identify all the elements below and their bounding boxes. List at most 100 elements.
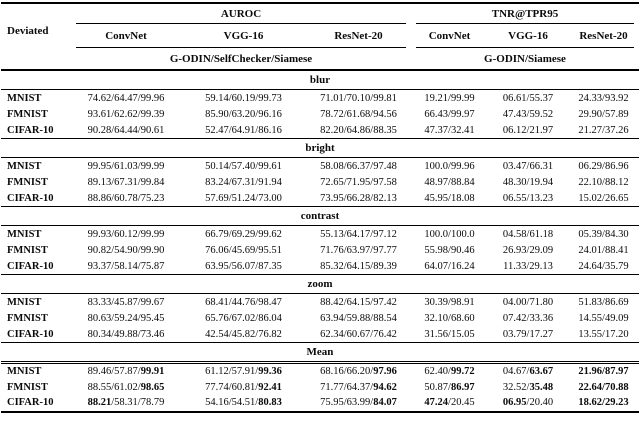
value-cell: 71.76/63.97/97.77 bbox=[306, 245, 411, 256]
value-cell: 65.76/67.02/86.04 bbox=[181, 313, 306, 324]
group-rule-row bbox=[1, 47, 639, 48]
value-cell: 32.10/68.60 bbox=[411, 313, 488, 324]
best-value: 86.97 bbox=[450, 381, 475, 393]
value-cell: 63.95/56.07/87.35 bbox=[181, 261, 306, 272]
best-value: 80.83 bbox=[258, 397, 282, 409]
value-segment: 83.24/67.31/91.94 bbox=[205, 176, 282, 188]
value-cell: 06.61/55.37 bbox=[488, 93, 568, 104]
value-cell: 55.13/64.17/97.12 bbox=[306, 229, 411, 240]
value-cell: 89.46/57.87/99.91 bbox=[71, 366, 181, 377]
value-segment: 72.65/71.95/97.58 bbox=[320, 176, 397, 188]
section-mean: Mean MNIST 89.46/57.87/99.91 61.12/57.91/99… bbox=[1, 342, 639, 411]
dataset-label: FMNIST bbox=[7, 108, 48, 120]
value-cell: 75.95/63.99/84.07 bbox=[306, 397, 411, 408]
value-segment: 63.94/59.88/88.54 bbox=[320, 312, 397, 324]
value-segment: 66.79/69.29/99.62 bbox=[205, 228, 282, 240]
model-header-row: ConvNet VGG-16 ResNet-20 ConvNet VGG-16 … bbox=[1, 24, 639, 47]
table-row: MNIST 74.62/64.47/99.96 59.14/60.19/99.73 7… bbox=[1, 90, 639, 106]
value-cell: 21.96/87.97 bbox=[568, 366, 639, 377]
best-value: 22.64/70.88 bbox=[578, 381, 629, 393]
dataset-label: MNIST bbox=[7, 366, 42, 378]
value-cell: 78.72/61.68/94.56 bbox=[306, 109, 411, 120]
value-segment: 03.47/66.31 bbox=[502, 160, 554, 172]
value-cell: 68.16/66.20/97.96 bbox=[306, 366, 411, 377]
value-cell: 04.58/61.18 bbox=[488, 229, 568, 240]
value-segment: 89.46/57.87/ bbox=[87, 366, 141, 378]
value-segment: 71.77/64.37/ bbox=[320, 381, 374, 393]
value-cell: 68.41/44.76/98.47 bbox=[181, 297, 306, 308]
value-cell: 48.97/88.84 bbox=[411, 177, 488, 188]
dataset-label: CIFAR-10 bbox=[7, 260, 54, 272]
table-row: FMNIST 80.63/59.24/95.45 65.76/67.02/86.04… bbox=[1, 310, 639, 326]
value-cell: 89.13/67.31/99.84 bbox=[71, 177, 181, 188]
value-segment: 80.63/59.24/95.45 bbox=[87, 312, 165, 324]
section-header: blur bbox=[1, 71, 639, 90]
best-value: 94.62 bbox=[373, 381, 397, 393]
dataset-label: MNIST bbox=[7, 160, 42, 172]
value-cell: 22.10/88.12 bbox=[568, 177, 639, 188]
value-segment: 06.12/21.97 bbox=[502, 124, 554, 136]
value-cell: 77.74/60.81/92.41 bbox=[181, 382, 306, 393]
value-cell: 47.43/59.52 bbox=[488, 109, 568, 120]
value-segment: 06.29/86.96 bbox=[578, 160, 629, 172]
value-cell: 24.64/35.79 bbox=[568, 261, 639, 272]
value-cell: 06.12/21.97 bbox=[488, 125, 568, 136]
value-cell: 99.93/60.12/99.99 bbox=[71, 229, 181, 240]
value-segment: 55.98/90.46 bbox=[424, 244, 475, 256]
value-segment: 45.95/18.08 bbox=[424, 192, 475, 204]
best-value: 35.48 bbox=[529, 381, 554, 393]
value-segment: 75.95/63.99/ bbox=[320, 397, 374, 409]
methods-header-auroc: G-ODIN/SelfChecker/Siamese bbox=[169, 52, 313, 65]
value-cell: 47.37/32.41 bbox=[411, 125, 488, 136]
divider bbox=[416, 23, 634, 24]
value-cell: 100.0/99.96 bbox=[411, 161, 488, 172]
value-cell: 85.90/63.20/96.16 bbox=[181, 109, 306, 120]
value-cell: 18.62/29.23 bbox=[568, 397, 639, 408]
value-segment: 07.42/33.36 bbox=[502, 312, 554, 324]
value-segment: 63.95/56.07/87.35 bbox=[205, 260, 282, 272]
best-value: 18.62/29.23 bbox=[578, 397, 629, 409]
value-cell: 71.01/70.10/99.81 bbox=[306, 93, 411, 104]
value-segment: 47.43/59.52 bbox=[502, 108, 554, 120]
metric-header-row: AUROC TNR@TPR95 bbox=[1, 4, 639, 23]
value-cell: 11.33/29.13 bbox=[488, 261, 568, 272]
section-header: contrast bbox=[1, 207, 639, 226]
value-cell: 55.98/90.46 bbox=[411, 245, 488, 256]
dataset-label: CIFAR-10 bbox=[7, 328, 54, 340]
model-header-convnet-auroc: ConvNet bbox=[105, 29, 147, 42]
value-cell: 72.65/71.95/97.58 bbox=[306, 177, 411, 188]
value-cell: 90.28/64.44/90.61 bbox=[71, 125, 181, 136]
value-cell: 24.01/88.41 bbox=[568, 245, 639, 256]
table-row: CIFAR-10 93.37/58.14/75.87 63.95/56.07/87.… bbox=[1, 258, 639, 274]
value-cell: 04.00/71.80 bbox=[488, 297, 568, 308]
model-header-resnet20-tnr: ResNet-20 bbox=[579, 29, 628, 42]
value-cell: 30.39/98.91 bbox=[411, 297, 488, 308]
value-segment: 85.90/63.20/96.16 bbox=[205, 108, 282, 120]
value-segment: 89.13/67.31/99.84 bbox=[87, 176, 165, 188]
value-segment: 62.34/60.67/76.42 bbox=[320, 328, 397, 340]
value-cell: 06.55/13.23 bbox=[488, 193, 568, 204]
section-contrast: contrast MNIST 99.93/60.12/99.99 66.79/69.2… bbox=[1, 206, 639, 274]
value-segment: 76.06/45.69/95.51 bbox=[205, 244, 282, 256]
value-segment: 93.37/58.14/75.87 bbox=[87, 260, 165, 272]
section-blur: blur MNIST 74.62/64.47/99.96 59.14/60.19/99… bbox=[1, 71, 639, 138]
value-cell: 50.87/86.97 bbox=[411, 382, 488, 393]
value-segment: 68.16/66.20/ bbox=[320, 366, 374, 378]
section-header: Mean bbox=[1, 343, 639, 364]
value-segment: 90.82/54.90/99.90 bbox=[87, 244, 165, 256]
value-segment: 80.34/49.88/73.46 bbox=[87, 328, 165, 340]
top-rule bbox=[1, 2, 639, 4]
value-cell: 03.47/66.31 bbox=[488, 161, 568, 172]
value-cell: 93.61/62.62/99.39 bbox=[71, 109, 181, 120]
table-row: CIFAR-10 88.21/58.31/78.79 54.16/54.51/80.… bbox=[1, 395, 639, 411]
value-segment: 42.54/45.82/76.82 bbox=[205, 328, 282, 340]
best-value: 99.72 bbox=[450, 366, 475, 378]
value-segment: 04.00/71.80 bbox=[502, 296, 554, 308]
value-segment: 04.67/ bbox=[502, 366, 530, 378]
value-segment: 83.33/45.87/99.67 bbox=[87, 296, 165, 308]
corner-header: Deviated bbox=[7, 25, 49, 37]
value-segment: 99.95/61.03/99.99 bbox=[87, 160, 165, 172]
table-row: MNIST 83.33/45.87/99.67 68.41/44.76/98.47 8… bbox=[1, 294, 639, 310]
value-cell: 52.47/64.91/86.16 bbox=[181, 125, 306, 136]
divider bbox=[76, 47, 406, 48]
